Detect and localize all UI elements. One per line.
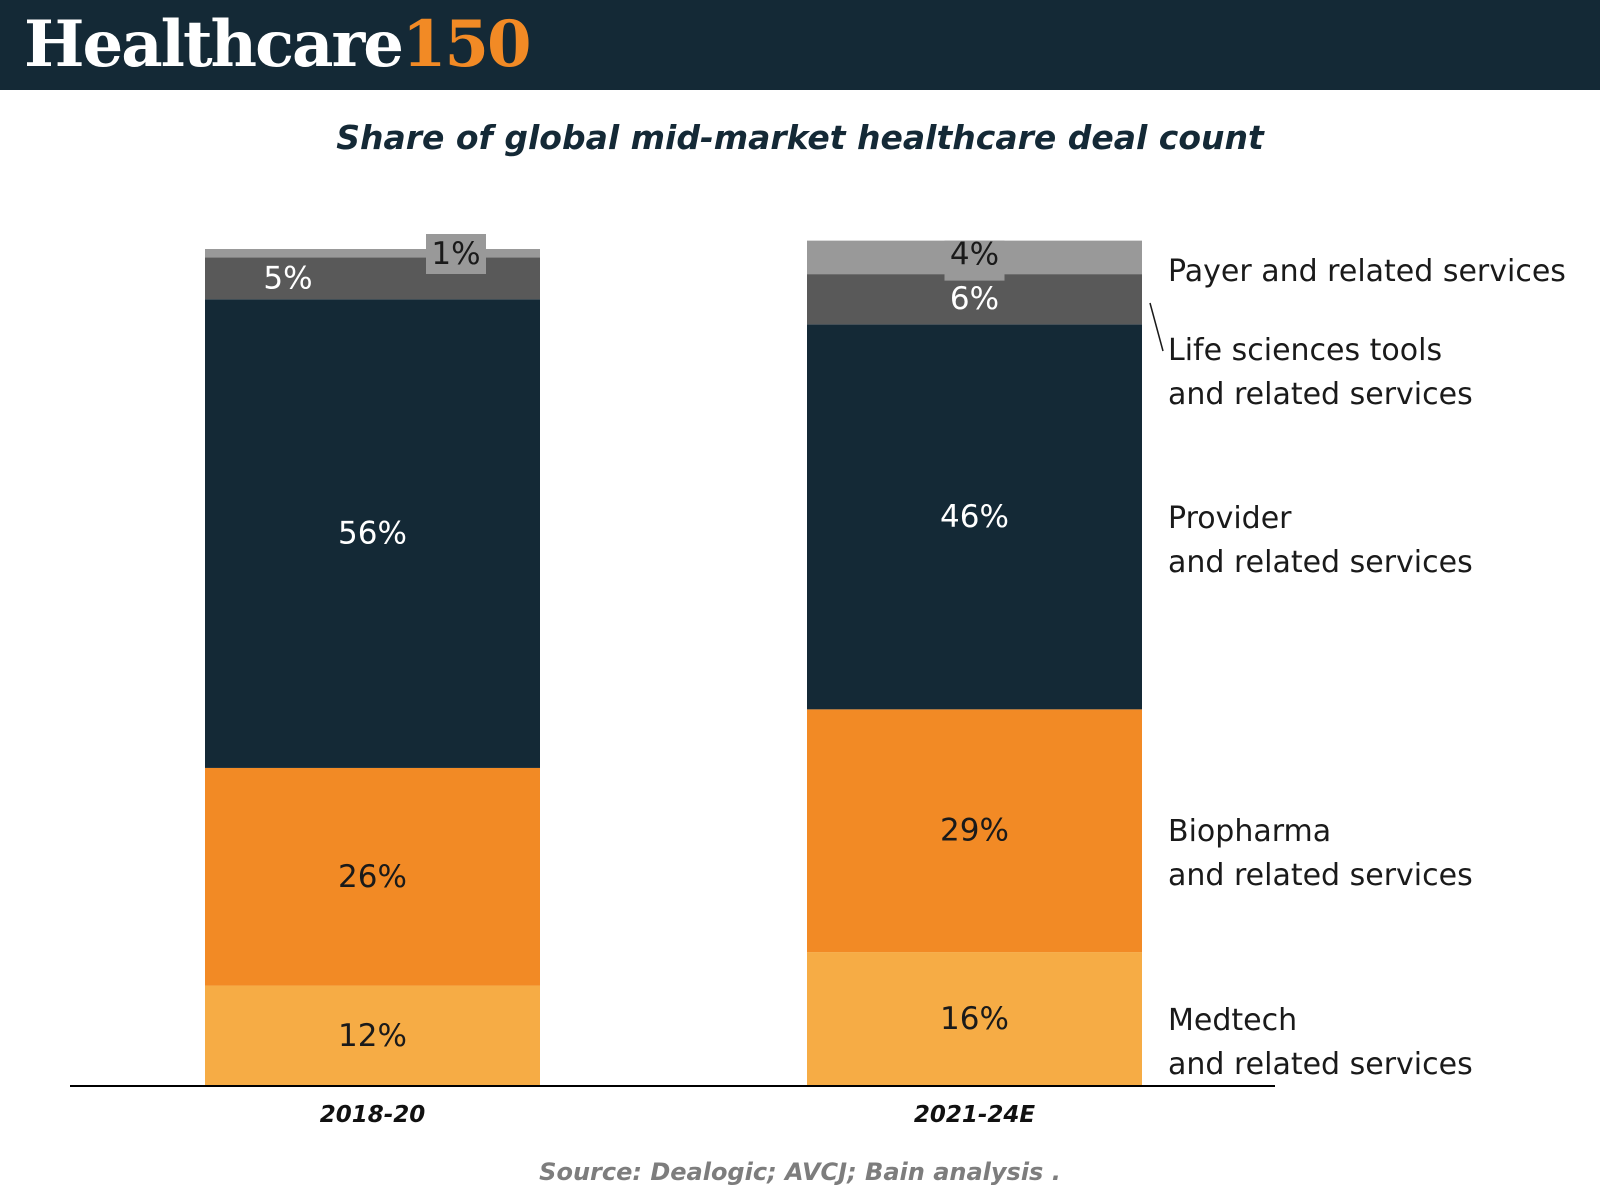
header-bar: Healthcare150 — [0, 0, 1600, 90]
legend-label-2: Biopharma and related services — [1168, 814, 1473, 893]
data-label-2-2: 29% — [940, 813, 1009, 849]
bar-segment-2-4 — [807, 274, 1142, 325]
data-label-1-1: 12% — [338, 1018, 407, 1054]
small-label-box-1-5 — [426, 234, 486, 274]
chart-title: Share of global mid-market healthcare de… — [336, 118, 1264, 157]
data-label-2-5: 4% — [950, 237, 999, 273]
bar-segment-2-3 — [807, 324, 1142, 710]
legend-label-5: Payer and related services — [1168, 254, 1566, 289]
bar-segment-1-3 — [205, 299, 540, 768]
bar-segment-1-5 — [205, 249, 540, 258]
bar-segment-1-4 — [205, 257, 540, 300]
data-label-1-5: 1% — [431, 236, 480, 272]
bar-segment-2-2 — [807, 709, 1142, 953]
logo-number: 150 — [401, 7, 532, 82]
legend-label-4: Life sciences tools and related services — [1168, 333, 1473, 412]
source-note: Source: Dealogic; AVCJ; Bain analysis . — [539, 1158, 1061, 1186]
data-label-2-1: 16% — [940, 1001, 1009, 1037]
data-label-1-4: 5% — [263, 260, 312, 296]
brand-logo: Healthcare150 — [24, 4, 532, 86]
x-tick-label-2: 2021-24E — [914, 1102, 1036, 1128]
x-tick-label-1: 2018-20 — [320, 1102, 426, 1128]
logo-word: Healthcare — [24, 7, 404, 82]
data-label-1-2: 26% — [338, 859, 407, 895]
bar-segment-2-1 — [807, 952, 1142, 1086]
bar-segment-1-2 — [205, 767, 540, 986]
data-label-2-3: 46% — [940, 499, 1009, 535]
data-label-2-4: 6% — [950, 281, 999, 317]
legend-leader-line — [1149, 302, 1164, 352]
small-label-box-2-5 — [944, 240, 1005, 281]
legend-label-1: Medtech and related services — [1168, 1003, 1473, 1082]
legend-label-3: Provider and related services — [1168, 501, 1473, 580]
bar-segment-1-1 — [205, 985, 540, 1086]
data-label-1-3: 56% — [338, 516, 407, 552]
